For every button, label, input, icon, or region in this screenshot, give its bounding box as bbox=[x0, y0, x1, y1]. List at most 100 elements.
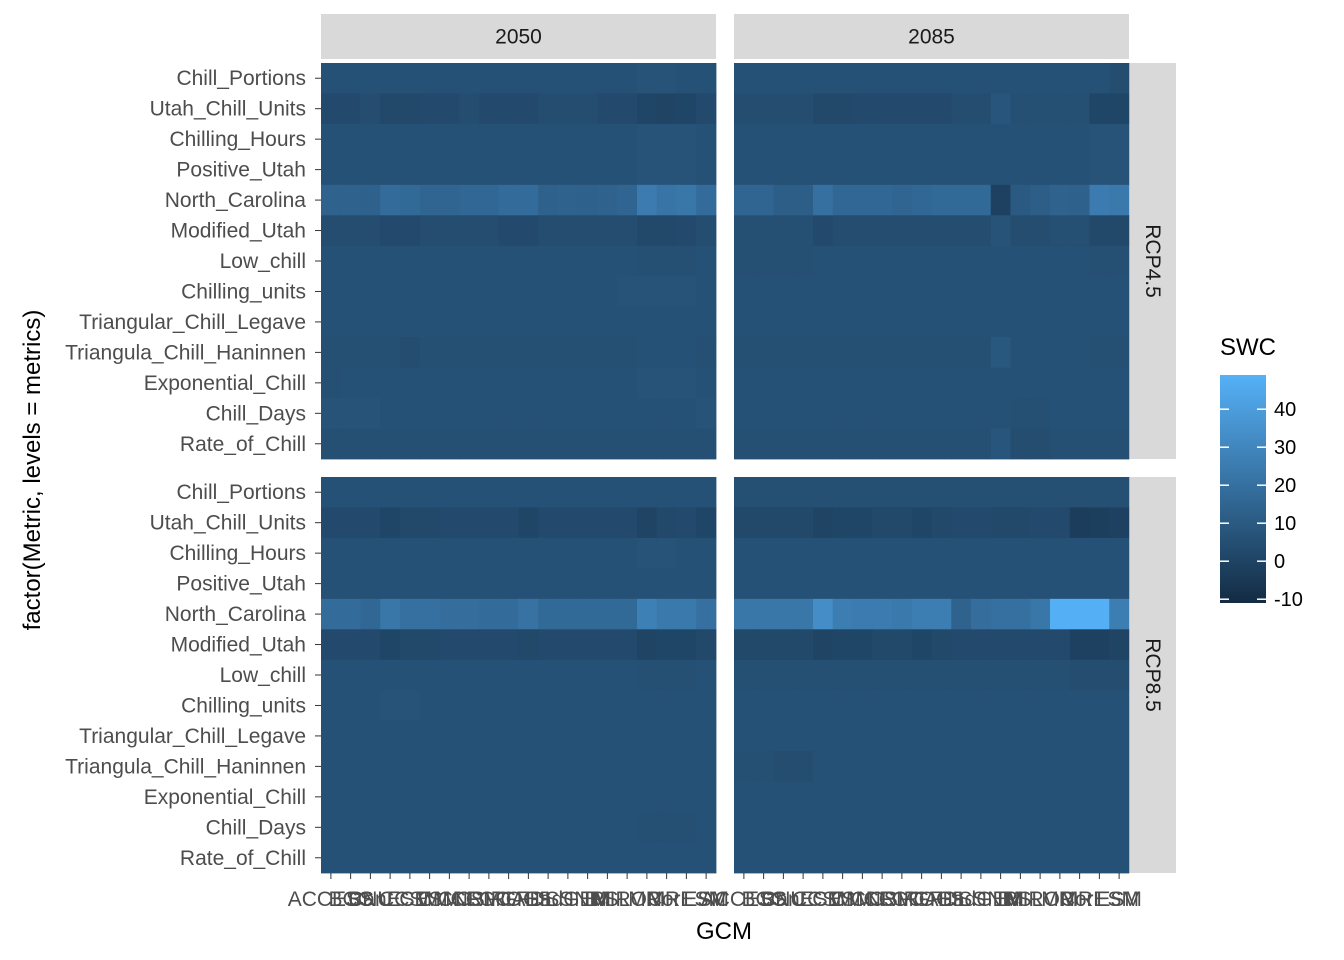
heatmap-cell bbox=[872, 477, 893, 508]
heatmap-cell bbox=[637, 154, 658, 186]
legend-tick-label: 30 bbox=[1274, 437, 1296, 459]
heatmap-cell bbox=[872, 568, 893, 600]
heatmap-cell bbox=[321, 781, 342, 813]
heatmap-cell bbox=[1030, 812, 1051, 843]
heatmap-cell bbox=[1050, 337, 1071, 369]
heatmap-cell bbox=[459, 93, 480, 125]
heatmap-cell bbox=[773, 537, 794, 569]
heatmap-cell bbox=[931, 720, 952, 752]
heatmap-cell bbox=[637, 93, 658, 125]
heatmap-cell bbox=[852, 276, 873, 308]
heatmap-cell bbox=[852, 842, 873, 874]
heatmap-cell bbox=[1109, 398, 1130, 429]
x-tick-label: MRI bbox=[1060, 888, 1099, 911]
heatmap-cell bbox=[518, 659, 539, 691]
heatmap-cell bbox=[400, 63, 421, 94]
heatmap-cell bbox=[400, 690, 421, 722]
heatmap-cell bbox=[793, 245, 814, 277]
heatmap-cell bbox=[656, 215, 677, 247]
heatmap-cell bbox=[637, 629, 658, 661]
heatmap-cell bbox=[852, 477, 873, 508]
heatmap-cell bbox=[872, 276, 893, 308]
heatmap-cell bbox=[852, 245, 873, 277]
heatmap-cell bbox=[360, 245, 381, 277]
heatmap-cell bbox=[340, 245, 361, 277]
heatmap-cell bbox=[813, 184, 834, 216]
heatmap-cell bbox=[617, 123, 638, 155]
y-tick-label: Modified_Utah bbox=[171, 220, 306, 243]
heatmap-cell bbox=[518, 537, 539, 569]
heatmap-cell bbox=[498, 842, 519, 874]
heatmap-cell bbox=[911, 537, 932, 569]
heatmap-cell bbox=[518, 367, 539, 399]
heatmap-cell bbox=[380, 629, 401, 661]
heatmap-cell bbox=[911, 245, 932, 277]
heatmap-cell bbox=[637, 568, 658, 600]
heatmap-cell bbox=[734, 659, 755, 691]
heatmap-cell bbox=[734, 598, 755, 630]
heatmap-cell bbox=[538, 367, 559, 399]
heatmap-cell bbox=[439, 276, 460, 308]
heatmap-cell bbox=[990, 215, 1011, 247]
heatmap-cell bbox=[1030, 276, 1051, 308]
heatmap-cell bbox=[753, 154, 774, 186]
heatmap-cell bbox=[558, 598, 579, 630]
heatmap-cell bbox=[753, 398, 774, 429]
heatmap-cell bbox=[773, 398, 794, 429]
heatmap-cell bbox=[380, 507, 401, 539]
y-tick-label: Triangula_Chill_Haninnen bbox=[65, 341, 306, 364]
heatmap-cell bbox=[1109, 537, 1130, 569]
heatmap-cell bbox=[498, 215, 519, 247]
heatmap-cell bbox=[872, 398, 893, 429]
heatmap-cell bbox=[617, 398, 638, 429]
heatmap-cell bbox=[498, 245, 519, 277]
heatmap-cell bbox=[931, 781, 952, 813]
facet-panels bbox=[321, 63, 1130, 874]
heatmap-cell bbox=[911, 215, 932, 247]
heatmap-cell bbox=[734, 398, 755, 429]
heatmap-cell bbox=[990, 781, 1011, 813]
heatmap-cell bbox=[400, 842, 421, 874]
heatmap-cell bbox=[1050, 598, 1071, 630]
heatmap-cell bbox=[321, 428, 342, 460]
heatmap-cell bbox=[793, 537, 814, 569]
heatmap-cell bbox=[753, 184, 774, 216]
strip-RCP8.5: RCP8.5 bbox=[1130, 477, 1176, 873]
heatmap-cell bbox=[637, 428, 658, 460]
heatmap-cell bbox=[1089, 123, 1110, 155]
x-tick-label: IPSL bbox=[585, 888, 631, 911]
heatmap-cell bbox=[360, 93, 381, 125]
heatmap-cell bbox=[577, 93, 598, 125]
heatmap-cell bbox=[696, 659, 717, 691]
heatmap-cell bbox=[538, 398, 559, 429]
heatmap-cell bbox=[1109, 659, 1130, 691]
heatmap-cell bbox=[637, 63, 658, 94]
heatmap-cell bbox=[852, 398, 873, 429]
heatmap-cell bbox=[892, 781, 913, 813]
heatmap-cell bbox=[360, 337, 381, 369]
heatmap-cell bbox=[676, 568, 697, 600]
heatmap-cell bbox=[696, 215, 717, 247]
heatmap-cell bbox=[676, 428, 697, 460]
heatmap-cell bbox=[380, 428, 401, 460]
y-tick-label: Chill_Days bbox=[206, 402, 306, 425]
heatmap-cell bbox=[1109, 477, 1130, 508]
heatmap-cell bbox=[400, 154, 421, 186]
x-tick-label: NorESM bbox=[1060, 888, 1139, 911]
heatmap-cell bbox=[971, 367, 992, 399]
heatmap-cell bbox=[852, 537, 873, 569]
heatmap-cell bbox=[617, 598, 638, 630]
heatmap-cell bbox=[360, 812, 381, 843]
heatmap-cell bbox=[558, 690, 579, 722]
heatmap-cell bbox=[971, 215, 992, 247]
heatmap-cell bbox=[1109, 812, 1130, 843]
heatmap-cell bbox=[1089, 306, 1110, 338]
heatmap-cell bbox=[538, 659, 559, 691]
y-tick-label: Exponential_Chill bbox=[144, 786, 306, 809]
heatmap-cell bbox=[1069, 367, 1090, 399]
heatmap-cell bbox=[773, 367, 794, 399]
heatmap-cell bbox=[990, 751, 1011, 783]
heatmap-cell bbox=[637, 123, 658, 155]
heatmap-cell bbox=[990, 598, 1011, 630]
heatmap-cell bbox=[400, 215, 421, 247]
